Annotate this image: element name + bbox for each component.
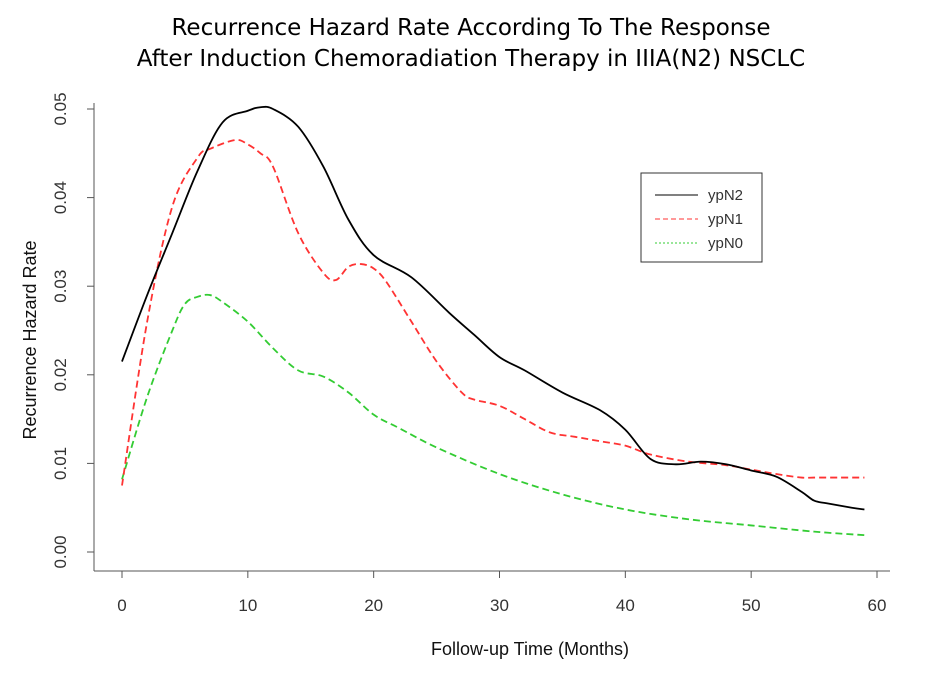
- y-tick-label: 0.03: [51, 270, 70, 303]
- series-layer: [121, 105, 865, 537]
- y-tick-label: 0.01: [51, 447, 70, 480]
- y-ticks: 0.00 0.01 0.02 0.03 0.04 0.05: [51, 92, 94, 569]
- x-axis-label: Follow-up Time (Months): [431, 639, 629, 659]
- legend: ypN2 ypN1 ypN0: [640, 172, 763, 263]
- x-tick-label: 10: [238, 596, 257, 615]
- series-line-ypn0: [121, 293, 865, 537]
- series-line-ypn2: [121, 105, 865, 511]
- legend-label-ypn1: ypN1: [708, 211, 743, 228]
- x-tick-label: 60: [868, 596, 887, 615]
- x-tick-label: 20: [364, 596, 383, 615]
- x-tick-label: 40: [616, 596, 635, 615]
- x-ticks: 0 10 20 30 40 50 60: [117, 571, 886, 615]
- legend-label-ypn2: ypN2: [708, 187, 743, 204]
- y-tick-label: 0.00: [51, 535, 70, 568]
- y-tick-label: 0.02: [51, 358, 70, 391]
- y-axis-label: Recurrence Hazard Rate: [20, 240, 40, 439]
- y-tick-label: 0.05: [51, 92, 70, 125]
- y-tick-label: 0.04: [51, 181, 70, 214]
- chart-title-line-1: Recurrence Hazard Rate According To The …: [171, 15, 770, 41]
- x-tick-label: 30: [490, 596, 509, 615]
- axes: [93, 103, 890, 572]
- legend-box: [640, 172, 763, 263]
- x-tick-label: 50: [742, 596, 761, 615]
- legend-label-ypn0: ypN0: [708, 235, 743, 252]
- chart-title-line-2: After Induction Chemoradiation Therapy i…: [137, 46, 805, 72]
- x-tick-label: 0: [117, 596, 126, 615]
